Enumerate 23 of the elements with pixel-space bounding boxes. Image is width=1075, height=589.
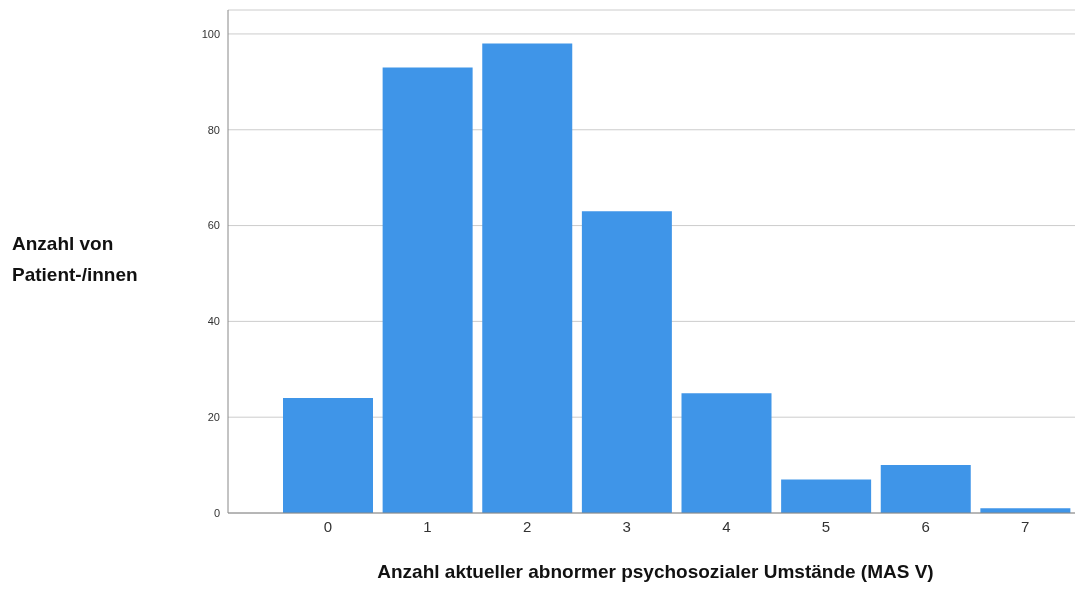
y-tick-label: 0 <box>213 506 220 519</box>
y-tick-label: 40 <box>207 315 220 328</box>
x-tick-label: 6 <box>921 517 930 535</box>
x-tick-label: 2 <box>522 517 532 535</box>
y-axis-title: Anzahl von Patient-/innen <box>12 232 139 287</box>
y-tick-label: 20 <box>207 411 220 424</box>
bar <box>382 67 473 513</box>
x-tick-label: 5 <box>821 517 831 535</box>
bar <box>482 43 573 513</box>
bar <box>880 465 971 513</box>
bar <box>781 479 872 513</box>
y-tick-label: 100 <box>201 27 220 40</box>
y-tick-label: 60 <box>207 219 220 232</box>
x-axis-title: Anzahl aktueller abnormer psychosozialer Umstände (MAS V) <box>376 561 935 583</box>
x-tick-label: 1 <box>423 517 432 535</box>
bar <box>581 211 672 513</box>
x-tick-label: 4 <box>722 517 731 535</box>
x-tick-label: 3 <box>622 517 631 535</box>
x-tick-label: 0 <box>323 517 332 535</box>
bar <box>283 398 373 513</box>
bar <box>681 393 772 513</box>
y-tick-label: 80 <box>207 123 220 136</box>
x-tick-label: 7 <box>1021 517 1030 535</box>
